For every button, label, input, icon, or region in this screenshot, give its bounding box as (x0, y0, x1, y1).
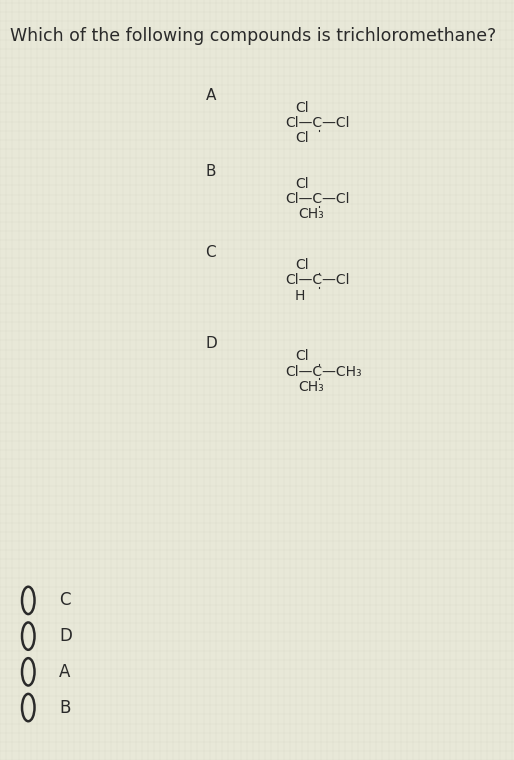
Text: B: B (206, 163, 216, 179)
Text: D: D (206, 336, 217, 351)
Text: C: C (59, 591, 70, 610)
Text: Which of the following compounds is trichloromethane?: Which of the following compounds is tric… (10, 27, 497, 45)
Text: A: A (206, 87, 216, 103)
Text: A: A (59, 663, 70, 681)
Text: Cl: Cl (296, 101, 309, 115)
Text: Cl: Cl (296, 131, 309, 145)
Text: Cl—C—Cl: Cl—C—Cl (285, 274, 350, 287)
Text: CH₃: CH₃ (298, 380, 324, 394)
Text: Cl—C—Cl: Cl—C—Cl (285, 116, 350, 130)
Text: Cl: Cl (296, 258, 309, 272)
Text: H: H (295, 289, 305, 302)
Text: CH₃: CH₃ (298, 207, 324, 221)
Text: Cl—C—CH₃: Cl—C—CH₃ (285, 365, 362, 378)
Text: D: D (59, 627, 72, 645)
Text: C: C (206, 245, 216, 260)
Text: B: B (59, 698, 70, 717)
Text: Cl—C—Cl: Cl—C—Cl (285, 192, 350, 206)
Text: Cl: Cl (296, 350, 309, 363)
Text: Cl: Cl (296, 177, 309, 191)
